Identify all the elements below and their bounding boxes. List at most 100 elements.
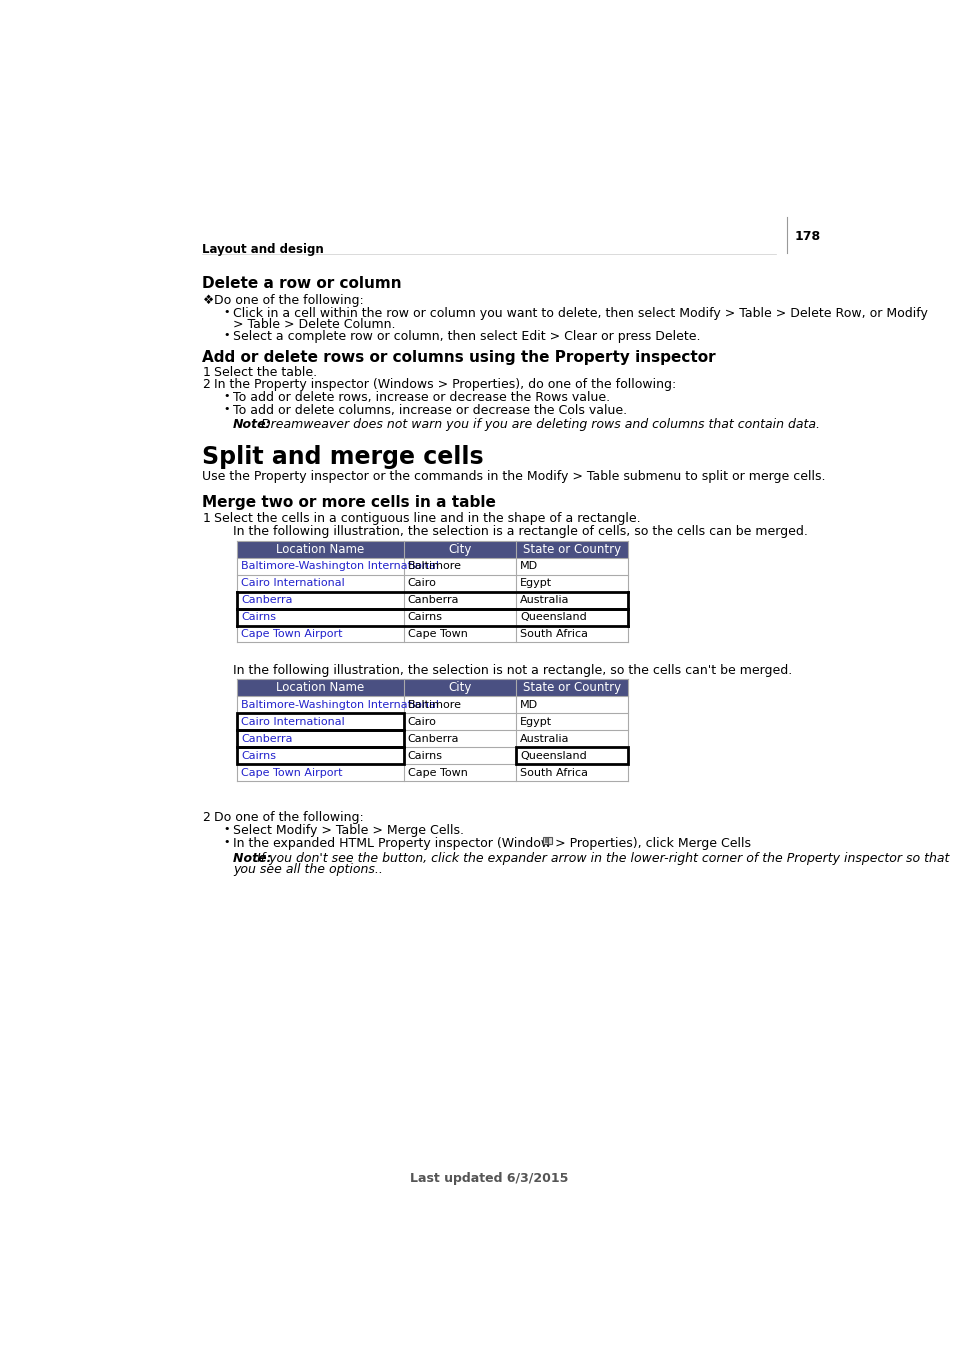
- Bar: [403, 747, 516, 764]
- Text: Cape Town Airport: Cape Town Airport: [241, 768, 342, 778]
- Text: Queensland: Queensland: [519, 612, 586, 622]
- Bar: [516, 625, 628, 643]
- Bar: [516, 730, 628, 747]
- Text: •: •: [224, 404, 230, 414]
- Text: Do one of the following:: Do one of the following:: [213, 811, 363, 824]
- Bar: [236, 747, 403, 764]
- Text: Canberra: Canberra: [407, 734, 458, 744]
- Text: MD: MD: [519, 562, 537, 571]
- Bar: [236, 730, 403, 747]
- Text: Baltimore: Baltimore: [407, 562, 461, 571]
- Text: Use the Property inspector or the commands in the Modify > Table submenu to spli: Use the Property inspector or the comman…: [202, 470, 824, 483]
- Text: State or Country: State or Country: [522, 543, 620, 556]
- Text: Add or delete rows or columns using the Property inspector: Add or delete rows or columns using the …: [202, 350, 715, 365]
- Text: 1: 1: [202, 512, 210, 525]
- Text: ❖: ❖: [203, 294, 214, 308]
- Bar: [516, 697, 628, 713]
- Text: Select the cells in a contiguous line and in the shape of a rectangle.: Select the cells in a contiguous line an…: [213, 512, 639, 525]
- Text: Egypt: Egypt: [519, 717, 552, 726]
- Text: 2: 2: [202, 811, 210, 824]
- Bar: [236, 541, 628, 558]
- Text: •: •: [224, 306, 230, 317]
- Bar: [236, 575, 403, 591]
- Text: Baltimore: Baltimore: [407, 699, 461, 710]
- Bar: [542, 837, 552, 844]
- Bar: [236, 713, 403, 730]
- Text: Baltimore-Washington International: Baltimore-Washington International: [241, 562, 438, 571]
- Bar: [236, 697, 403, 713]
- Text: In the expanded HTML Property inspector (Window > Properties), click Merge Cells: In the expanded HTML Property inspector …: [233, 837, 750, 850]
- Text: Layout and design: Layout and design: [202, 243, 324, 256]
- Text: Australia: Australia: [519, 595, 569, 605]
- Text: In the following illustration, the selection is a rectangle of cells, so the cel: In the following illustration, the selec…: [233, 525, 807, 539]
- Text: South Africa: South Africa: [519, 629, 587, 639]
- Text: Cairo: Cairo: [407, 717, 436, 726]
- Bar: [516, 558, 628, 575]
- Text: Cairns: Cairns: [241, 612, 275, 622]
- Text: Egypt: Egypt: [519, 578, 552, 589]
- Text: Cairo: Cairo: [407, 578, 436, 589]
- Text: 2: 2: [202, 378, 210, 392]
- Bar: [403, 591, 516, 609]
- Bar: [516, 609, 628, 625]
- Text: Cairns: Cairns: [241, 751, 275, 760]
- Text: State or Country: State or Country: [522, 682, 620, 694]
- Bar: [403, 764, 516, 782]
- Text: Canberra: Canberra: [407, 595, 458, 605]
- Text: Delete a row or column: Delete a row or column: [202, 275, 401, 292]
- Text: Australia: Australia: [519, 734, 569, 744]
- Text: Cairo International: Cairo International: [241, 578, 344, 589]
- Bar: [236, 730, 403, 747]
- Bar: [403, 697, 516, 713]
- Text: > Table > Delete Column.: > Table > Delete Column.: [233, 317, 395, 331]
- Bar: [236, 625, 403, 643]
- Text: Select a complete row or column, then select Edit > Clear or press Delete.: Select a complete row or column, then se…: [233, 329, 700, 343]
- Bar: [516, 575, 628, 591]
- Text: Note:: Note:: [233, 852, 275, 865]
- Bar: [236, 747, 403, 764]
- Text: Cairo International: Cairo International: [241, 717, 344, 726]
- Bar: [403, 558, 516, 575]
- Text: Cairns: Cairns: [407, 751, 442, 760]
- Bar: [516, 713, 628, 730]
- Bar: [403, 575, 516, 591]
- Bar: [236, 679, 628, 697]
- Text: •: •: [224, 825, 230, 834]
- Text: Baltimore-Washington International: Baltimore-Washington International: [241, 699, 438, 710]
- Text: •: •: [224, 837, 230, 848]
- Text: you see all the options..: you see all the options..: [233, 864, 383, 876]
- Text: City: City: [448, 682, 471, 694]
- Bar: [544, 838, 547, 842]
- Text: Click in a cell within the row or column you want to delete, then select Modify : Click in a cell within the row or column…: [233, 306, 927, 320]
- Text: South Africa: South Africa: [519, 768, 587, 778]
- Bar: [516, 747, 628, 764]
- Bar: [516, 747, 628, 764]
- Text: Split and merge cells: Split and merge cells: [202, 446, 483, 470]
- Text: •: •: [224, 329, 230, 340]
- Bar: [516, 764, 628, 782]
- Text: Canberra: Canberra: [241, 595, 293, 605]
- Text: MD: MD: [519, 699, 537, 710]
- Text: To add or delete columns, increase or decrease the Cols value.: To add or delete columns, increase or de…: [233, 404, 627, 417]
- Text: Dreamweaver does not warn you if you are deleting rows and columns that contain : Dreamweaver does not warn you if you are…: [257, 417, 820, 431]
- Bar: [236, 609, 403, 625]
- Text: Merge two or more cells in a table: Merge two or more cells in a table: [202, 494, 496, 510]
- Text: In the following illustration, the selection is not a rectangle, so the cells ca: In the following illustration, the selec…: [233, 664, 792, 678]
- Bar: [403, 730, 516, 747]
- Text: If you don't see the button, click the expander arrow in the lower-right corner : If you don't see the button, click the e…: [253, 852, 948, 865]
- Text: Cape Town Airport: Cape Town Airport: [241, 629, 342, 639]
- Text: Do one of the following:: Do one of the following:: [213, 294, 363, 308]
- Bar: [403, 625, 516, 643]
- Text: 178: 178: [794, 230, 821, 243]
- Text: Cape Town: Cape Town: [407, 768, 467, 778]
- Text: Cape Town: Cape Town: [407, 629, 467, 639]
- Bar: [236, 591, 403, 609]
- Text: Select Modify > Table > Merge Cells.: Select Modify > Table > Merge Cells.: [233, 825, 464, 837]
- Text: Cairns: Cairns: [407, 612, 442, 622]
- Bar: [236, 558, 403, 575]
- Text: In the Property inspector (Windows > Properties), do one of the following:: In the Property inspector (Windows > Pro…: [213, 378, 676, 392]
- Text: Select the table.: Select the table.: [213, 366, 316, 379]
- Bar: [236, 713, 403, 730]
- Bar: [236, 764, 403, 782]
- Text: Location Name: Location Name: [276, 682, 364, 694]
